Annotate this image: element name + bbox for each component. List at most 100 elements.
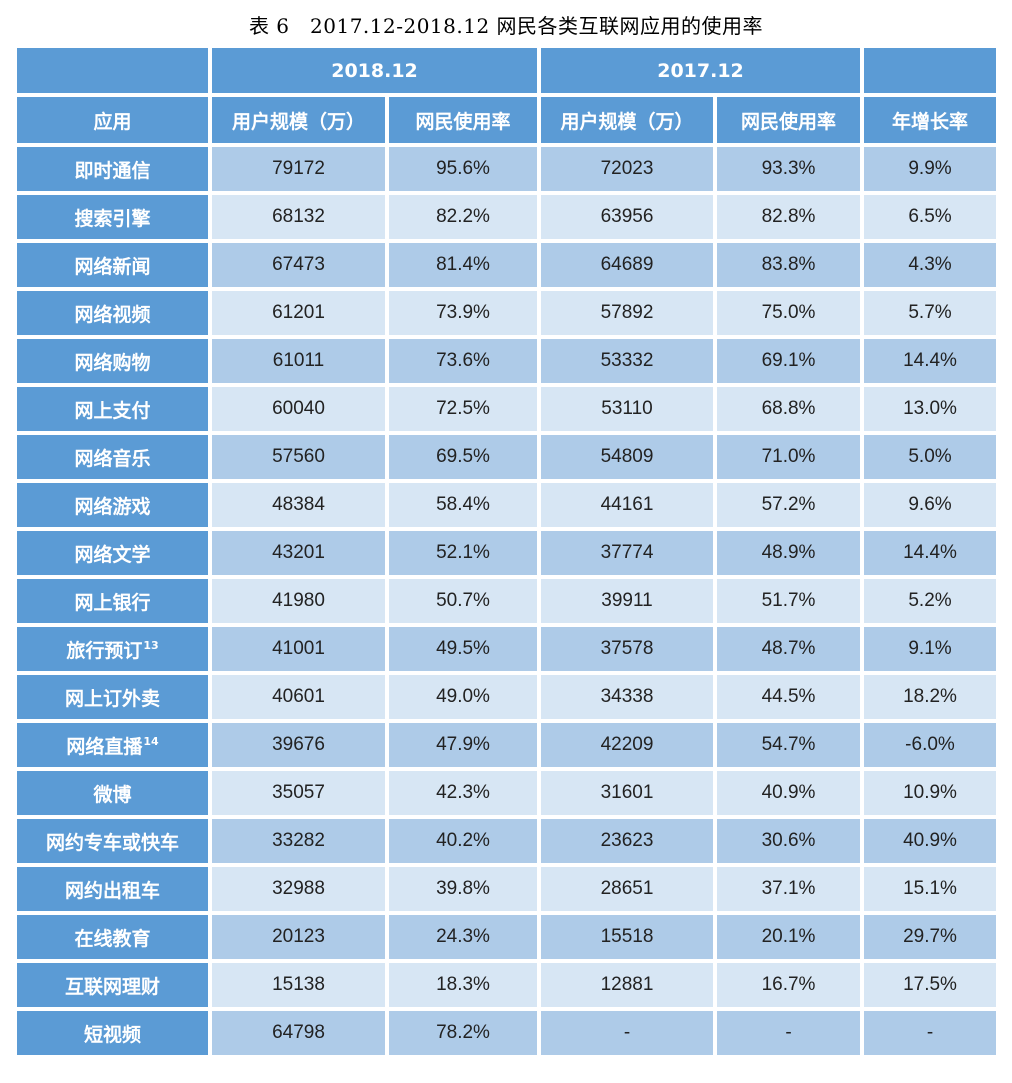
rate-2018-cell: 42.3% [389, 771, 537, 815]
users-2017-cell: 42209 [541, 723, 713, 767]
users-2018-cell: 41001 [212, 627, 385, 671]
app-name-cell: 网络游戏 [17, 483, 208, 527]
app-name: 微博 [93, 783, 132, 806]
rate-2017-cell: 16.7% [717, 963, 860, 1007]
rate-2017-cell: 37.1% [717, 867, 860, 911]
users-2018-cell: 39676 [212, 723, 385, 767]
app-name-cell: 网络视频 [17, 291, 208, 335]
rate-2017-cell: 20.1% [717, 915, 860, 959]
growth-cell: 29.7% [864, 915, 996, 959]
users-2017-cell: 64689 [541, 243, 713, 287]
app-name: 网络直播 [66, 735, 143, 758]
growth-cell: 9.6% [864, 483, 996, 527]
app-name: 搜索引擎 [74, 207, 151, 230]
app-name-cell: 网络新闻 [17, 243, 208, 287]
header-users-2018: 用户规模（万） [212, 97, 385, 143]
app-name: 在线教育 [74, 927, 151, 950]
users-2018-cell: 68132 [212, 195, 385, 239]
users-2017-cell: 15518 [541, 915, 713, 959]
rate-2018-cell: 72.5% [389, 387, 537, 431]
rate-2018-cell: 73.9% [389, 291, 537, 335]
footnote-marker: 14 [143, 735, 159, 749]
rate-2018-cell: 81.4% [389, 243, 537, 287]
table-row: 网上订外卖 40601 49.0% 34338 44.5% 18.2% [17, 675, 996, 719]
rate-2017-cell: 71.0% [717, 435, 860, 479]
growth-cell: 40.9% [864, 819, 996, 863]
users-2017-cell: 53332 [541, 339, 713, 383]
growth-cell: 18.2% [864, 675, 996, 719]
app-name: 网络视频 [74, 303, 151, 326]
app-name-cell: 短视频 [17, 1011, 208, 1055]
users-2018-cell: 40601 [212, 675, 385, 719]
table-row: 旅行预订13 41001 49.5% 37578 48.7% 9.1% [17, 627, 996, 671]
header-period-2017: 2017.12 [541, 48, 860, 93]
app-name-cell: 网约专车或快车 [17, 819, 208, 863]
app-name-cell: 网络购物 [17, 339, 208, 383]
app-name-cell: 网络直播14 [17, 723, 208, 767]
growth-cell: 17.5% [864, 963, 996, 1007]
table-row: 在线教育 20123 24.3% 15518 20.1% 29.7% [17, 915, 996, 959]
growth-cell: 9.1% [864, 627, 996, 671]
users-2018-cell: 43201 [212, 531, 385, 575]
users-2017-cell: 28651 [541, 867, 713, 911]
growth-cell: 6.5% [864, 195, 996, 239]
app-name: 网络新闻 [74, 255, 151, 278]
app-name-cell: 互联网理财 [17, 963, 208, 1007]
rate-2018-cell: 58.4% [389, 483, 537, 527]
rate-2018-cell: 18.3% [389, 963, 537, 1007]
table-row: 网络游戏 48384 58.4% 44161 57.2% 9.6% [17, 483, 996, 527]
app-name-cell: 搜索引擎 [17, 195, 208, 239]
app-name: 旅行预订 [66, 639, 143, 662]
growth-cell: 13.0% [864, 387, 996, 431]
rate-2018-cell: 40.2% [389, 819, 537, 863]
app-name-cell: 在线教育 [17, 915, 208, 959]
users-2018-cell: 48384 [212, 483, 385, 527]
rate-2017-cell: 82.8% [717, 195, 860, 239]
users-2018-cell: 32988 [212, 867, 385, 911]
rate-2018-cell: 95.6% [389, 147, 537, 191]
header-blank-left [17, 48, 208, 93]
table-row: 网络视频 61201 73.9% 57892 75.0% 5.7% [17, 291, 996, 335]
rate-2017-cell: 40.9% [717, 771, 860, 815]
rate-2018-cell: 78.2% [389, 1011, 537, 1055]
table-row: 搜索引擎 68132 82.2% 63956 82.8% 6.5% [17, 195, 996, 239]
app-name: 互联网理财 [64, 975, 160, 998]
users-2017-cell: 54809 [541, 435, 713, 479]
app-name: 网上银行 [74, 591, 151, 614]
rate-2018-cell: 39.8% [389, 867, 537, 911]
table-row: 网络新闻 67473 81.4% 64689 83.8% 4.3% [17, 243, 996, 287]
growth-cell: 5.7% [864, 291, 996, 335]
growth-cell: 4.3% [864, 243, 996, 287]
app-name: 网络音乐 [74, 447, 151, 470]
users-2018-cell: 60040 [212, 387, 385, 431]
users-2017-cell: - [541, 1011, 713, 1055]
table-row: 网上支付 60040 72.5% 53110 68.8% 13.0% [17, 387, 996, 431]
table-row: 网上银行 41980 50.7% 39911 51.7% 5.2% [17, 579, 996, 623]
table-row: 网络音乐 57560 69.5% 54809 71.0% 5.0% [17, 435, 996, 479]
users-2018-cell: 61011 [212, 339, 385, 383]
app-name: 网络游戏 [74, 495, 151, 518]
rate-2017-cell: 93.3% [717, 147, 860, 191]
app-name: 网上支付 [74, 399, 151, 422]
table-row: 网络直播14 39676 47.9% 42209 54.7% -6.0% [17, 723, 996, 767]
growth-cell: 5.2% [864, 579, 996, 623]
header-blank-right [864, 48, 996, 93]
growth-cell: -6.0% [864, 723, 996, 767]
rate-2017-cell: 44.5% [717, 675, 860, 719]
rate-2017-cell: 54.7% [717, 723, 860, 767]
table-row: 即时通信 79172 95.6% 72023 93.3% 9.9% [17, 147, 996, 191]
table-row: 网络文学 43201 52.1% 37774 48.9% 14.4% [17, 531, 996, 575]
app-name-cell: 旅行预订13 [17, 627, 208, 671]
app-name-cell: 网络文学 [17, 531, 208, 575]
header-app: 应用 [17, 97, 208, 143]
table-row: 网约出租车 32988 39.8% 28651 37.1% 15.1% [17, 867, 996, 911]
table-caption: 表 6 2017.12-2018.12 网民各类互联网应用的使用率 [248, 14, 764, 38]
users-2017-cell: 31601 [541, 771, 713, 815]
app-name: 网络文学 [74, 543, 151, 566]
table-body: 即时通信 79172 95.6% 72023 93.3% 9.9% 搜索引擎 68132 82.… [17, 147, 996, 1055]
app-name-cell: 网上支付 [17, 387, 208, 431]
rate-2017-cell: 30.6% [717, 819, 860, 863]
users-2018-cell: 57560 [212, 435, 385, 479]
header-row-columns: 应用 用户规模（万） 网民使用率 用户规模（万） 网民使用率 年增长率 [17, 97, 996, 143]
app-name-cell: 微博 [17, 771, 208, 815]
